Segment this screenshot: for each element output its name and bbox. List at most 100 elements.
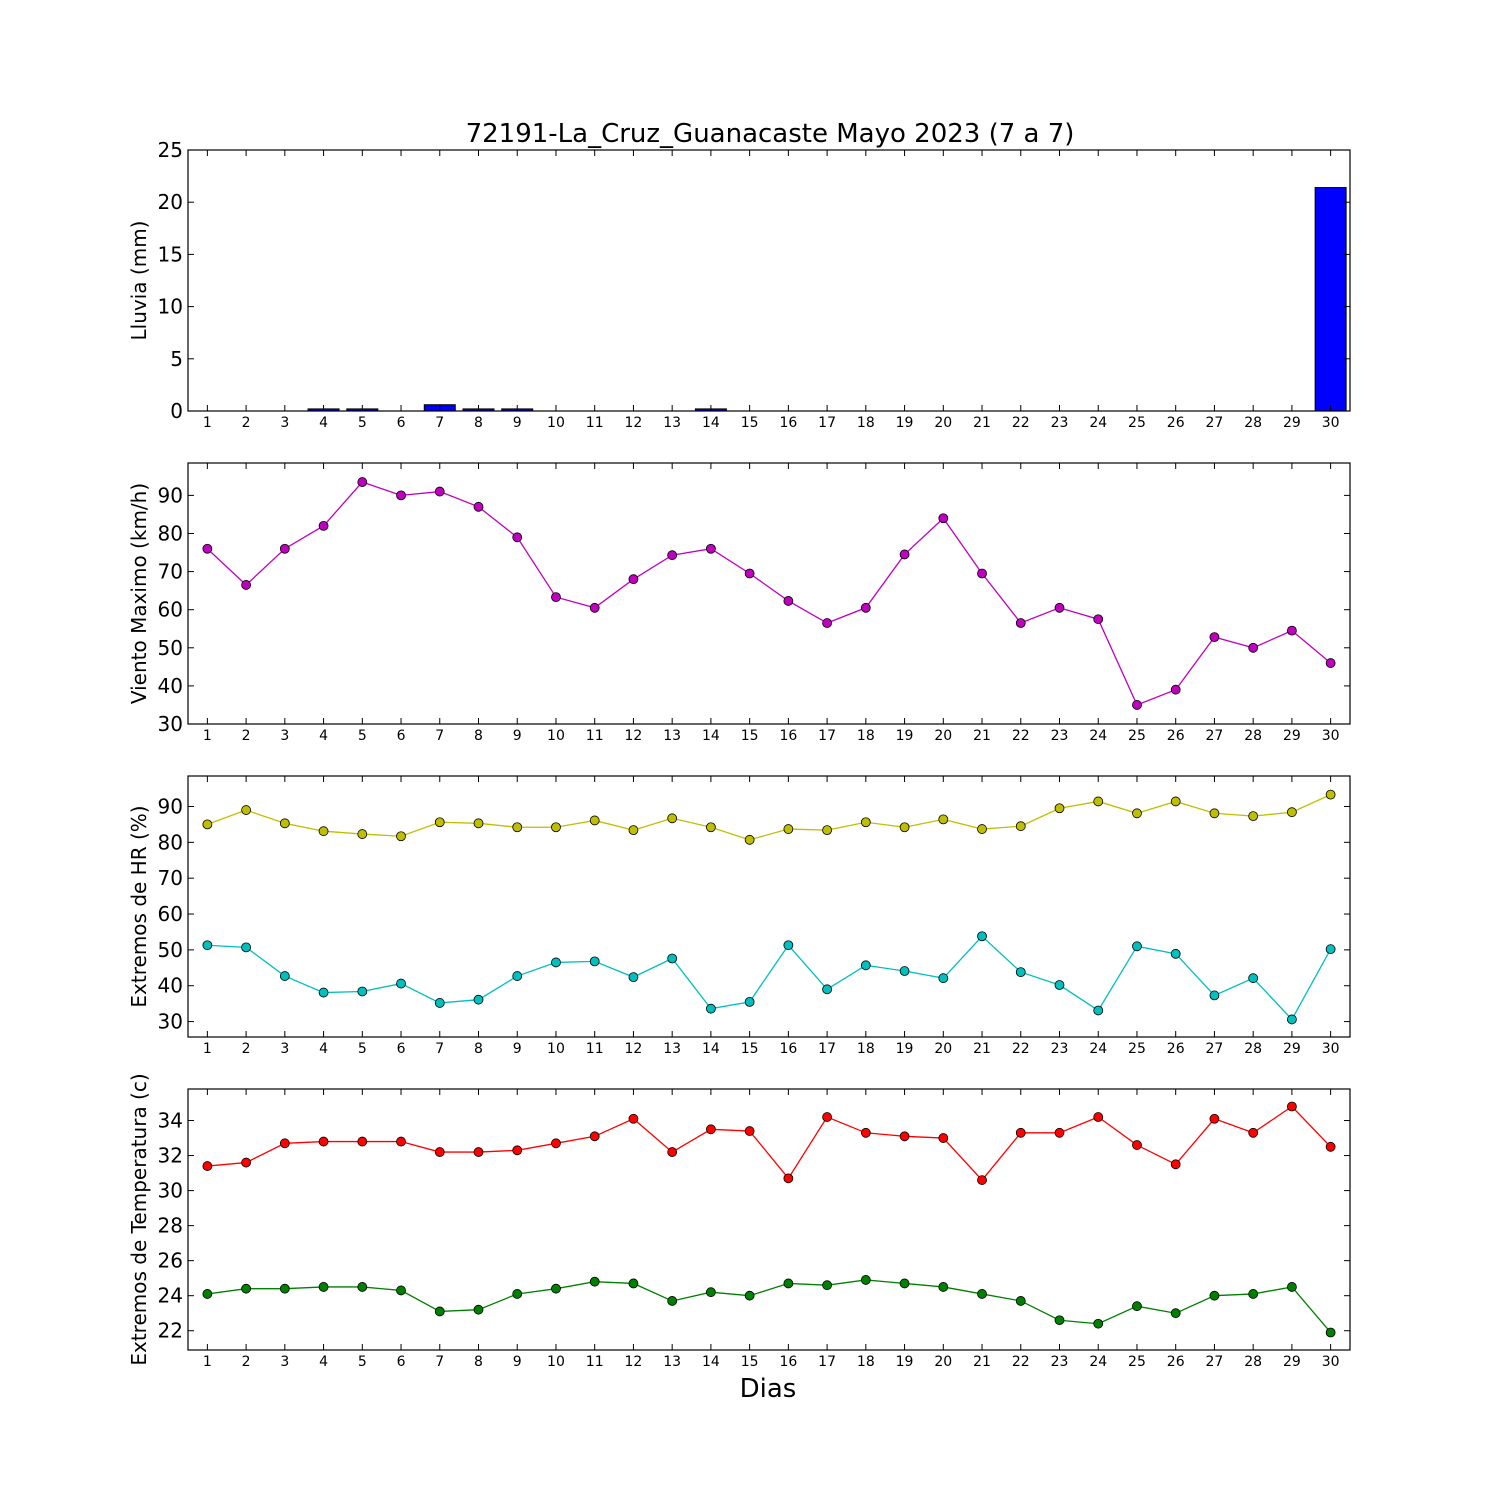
humidity-xtick-label: 7 bbox=[435, 1041, 444, 1057]
temperature-series-0-point bbox=[977, 1175, 987, 1185]
wind-xtick-label: 23 bbox=[1051, 728, 1069, 744]
humidity-xtick-label: 18 bbox=[857, 1041, 875, 1057]
temperature-series-1-point bbox=[512, 1289, 523, 1299]
wind-series-0-point bbox=[1170, 684, 1181, 695]
temperature-series-1-point bbox=[1132, 1301, 1142, 1312]
temperature-ylabel: Extremos de Temperatura (c) bbox=[127, 1073, 151, 1365]
rain-xtick-label: 23 bbox=[1051, 415, 1069, 431]
rain-xtick-label: 6 bbox=[397, 415, 406, 431]
wind-xtick-label: 25 bbox=[1128, 728, 1146, 744]
wind-series-0-point bbox=[434, 486, 445, 497]
humidity-xtick-label: 24 bbox=[1089, 1041, 1107, 1057]
rain-ytick-label: 0 bbox=[170, 399, 183, 423]
wind-xtick-label: 2 bbox=[242, 728, 251, 744]
humidity-series-0-point bbox=[667, 813, 678, 824]
humidity-series-1-point bbox=[357, 986, 368, 997]
wind-xtick-label: 6 bbox=[397, 728, 406, 744]
humidity-series-0-point bbox=[357, 829, 368, 839]
humidity-series-0-point bbox=[1054, 803, 1065, 814]
humidity-series-1-point bbox=[1287, 1014, 1297, 1025]
temperature-series-0-point bbox=[822, 1112, 832, 1122]
wind-series-0-point bbox=[822, 618, 832, 628]
rain-xtick-label: 29 bbox=[1283, 415, 1301, 431]
wind-series-0-point bbox=[1132, 700, 1142, 710]
humidity-xtick-label: 4 bbox=[319, 1041, 328, 1057]
temperature-series-0-point bbox=[783, 1173, 794, 1184]
humidity-xtick-label: 2 bbox=[242, 1041, 251, 1057]
temperature-xtick-label: 5 bbox=[358, 1354, 367, 1370]
humidity-series-0-point bbox=[202, 819, 213, 830]
wind-xtick-label: 7 bbox=[435, 728, 444, 744]
temperature-series-0-point bbox=[1170, 1159, 1181, 1170]
temperature-xtick-label: 1 bbox=[203, 1354, 212, 1370]
humidity-series-0-point bbox=[473, 818, 484, 829]
humidity-series-1-point bbox=[279, 971, 290, 981]
humidity-series-1-point bbox=[744, 996, 755, 1007]
wind-series-0-point bbox=[241, 580, 252, 590]
humidity-series-1-point bbox=[706, 1003, 716, 1014]
temperature-series-0-point bbox=[1287, 1101, 1297, 1112]
wind-xtick-label: 21 bbox=[973, 728, 991, 744]
wind-series-0-line bbox=[206, 481, 1332, 706]
temperature-series-1-point bbox=[589, 1276, 600, 1287]
rain-xtick-label: 30 bbox=[1322, 415, 1340, 431]
rain-xtick-label: 13 bbox=[663, 415, 681, 431]
humidity-series-1-point bbox=[589, 956, 600, 967]
humidity-xtick-label: 16 bbox=[779, 1041, 797, 1057]
humidity-xtick-label: 27 bbox=[1206, 1041, 1224, 1057]
temperature-series-1-point bbox=[977, 1289, 987, 1299]
rain-xtick-label: 19 bbox=[896, 415, 914, 431]
wind-xtick-label: 22 bbox=[1012, 728, 1030, 744]
rain-xtick-label: 10 bbox=[547, 415, 565, 431]
humidity-series-1-point bbox=[938, 973, 949, 984]
humidity-xtick-label: 19 bbox=[896, 1041, 914, 1057]
humidity-series-0-point bbox=[551, 822, 561, 833]
humidity-series-1-point bbox=[899, 966, 910, 976]
wind-xtick-label: 10 bbox=[547, 728, 565, 744]
rain-xtick-label: 20 bbox=[934, 415, 952, 431]
wind-series-0-point bbox=[977, 568, 987, 579]
humidity-series-1-point bbox=[318, 987, 329, 998]
wind-series-0-point bbox=[899, 549, 910, 560]
temperature-series-0-point bbox=[357, 1136, 368, 1147]
temperature-series-0-point bbox=[628, 1113, 639, 1124]
wind-series-0-point bbox=[202, 543, 213, 554]
humidity-series-1-point bbox=[667, 953, 678, 964]
wind-series-0-point bbox=[1287, 625, 1297, 636]
temperature-ytick-label: 24 bbox=[158, 1284, 183, 1308]
humidity-series-1-line bbox=[207, 935, 1332, 1021]
humidity-series-1-point bbox=[434, 998, 445, 1008]
humidity-xtick-label: 9 bbox=[513, 1041, 522, 1057]
humidity-series-0-point bbox=[318, 826, 329, 837]
temperature-xtick-label: 6 bbox=[397, 1354, 406, 1370]
wind-ytick-label: 80 bbox=[158, 521, 183, 545]
humidity-series-1-point bbox=[977, 931, 987, 942]
humidity-series-0-point bbox=[589, 815, 600, 826]
temperature-xtick-label: 19 bbox=[896, 1354, 914, 1370]
temperature-series-0-point bbox=[899, 1131, 910, 1142]
wind-series-0-point bbox=[860, 602, 871, 613]
humidity-series-0-point bbox=[822, 825, 832, 836]
wind-series-0-point bbox=[551, 592, 561, 603]
humidity-series-0-point bbox=[1093, 796, 1104, 807]
rain-ytick-label: 20 bbox=[158, 190, 183, 214]
temperature-series-1-point bbox=[822, 1280, 832, 1291]
wind-xtick-label: 11 bbox=[586, 728, 604, 744]
rain-xtick-label: 16 bbox=[779, 415, 797, 431]
temperature-xtick-label: 20 bbox=[934, 1354, 952, 1370]
wind-series-0-point bbox=[1015, 618, 1026, 628]
temperature-series-0-point bbox=[551, 1138, 561, 1149]
humidity-xtick-label: 26 bbox=[1167, 1041, 1185, 1057]
wind-ylabel: Viento Maximo (km/h) bbox=[127, 483, 151, 704]
rain-xtick-label: 1 bbox=[203, 415, 212, 431]
temperature-series-0-point bbox=[202, 1161, 213, 1171]
temperature-series-1-point bbox=[706, 1287, 716, 1298]
temperature-xtick-label: 22 bbox=[1012, 1354, 1030, 1370]
wind-xtick-label: 13 bbox=[663, 728, 681, 744]
temperature-xtick-label: 3 bbox=[280, 1354, 289, 1370]
humidity-series-1-point bbox=[202, 940, 213, 951]
wind-axes-frame bbox=[187, 462, 1351, 725]
wind-xtick-label: 30 bbox=[1322, 728, 1340, 744]
